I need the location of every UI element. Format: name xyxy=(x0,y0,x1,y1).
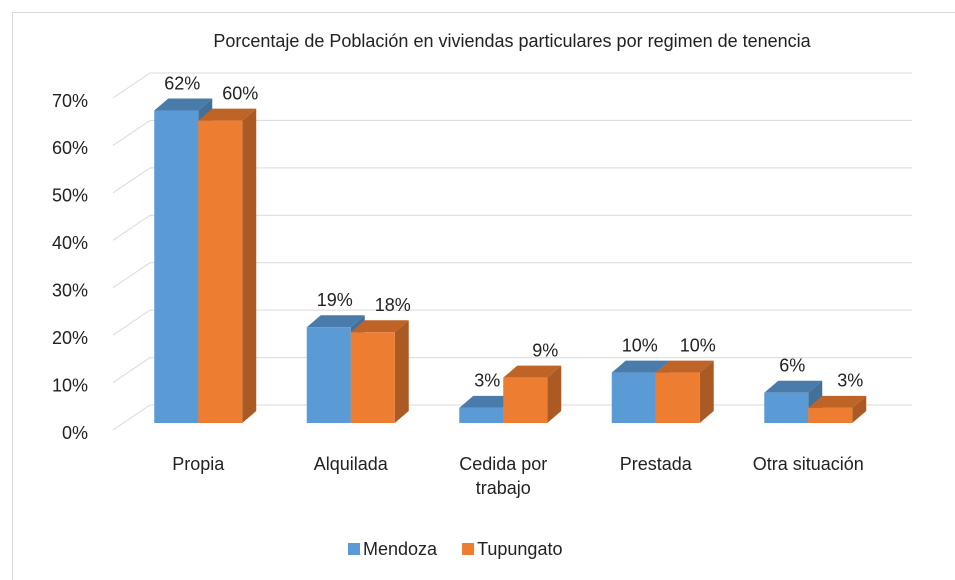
bar-top xyxy=(459,395,518,408)
bar-side xyxy=(699,360,714,423)
bar xyxy=(503,377,548,423)
bar xyxy=(611,372,656,423)
data-label: 9% xyxy=(532,340,558,360)
data-label: 62% xyxy=(164,73,200,93)
bar xyxy=(764,392,809,423)
legend-swatch xyxy=(462,543,475,555)
bar-side xyxy=(852,395,867,423)
data-label: 10% xyxy=(680,335,716,355)
x-tick-label: Prestada xyxy=(619,454,692,474)
y-tick-label: 70% xyxy=(52,91,88,111)
legend-label: Tupungato xyxy=(477,539,562,559)
y-tick-label: 60% xyxy=(52,138,88,158)
chart-title: Porcentaje de Población en viviendas par… xyxy=(213,31,811,51)
grid-line-side xyxy=(112,404,151,431)
bar-top xyxy=(350,320,409,333)
bar-top xyxy=(764,380,823,393)
bar-top xyxy=(611,360,670,373)
bar-side xyxy=(394,320,409,423)
x-tick-label: Propia xyxy=(172,454,225,474)
bar-top xyxy=(306,315,365,328)
bar xyxy=(306,327,351,423)
bar-top xyxy=(198,108,257,121)
y-tick-label: 10% xyxy=(52,375,88,395)
bar-top xyxy=(808,395,867,408)
grid-line-side xyxy=(112,357,151,383)
bar-top xyxy=(503,365,562,378)
data-label: 60% xyxy=(222,83,258,103)
bar xyxy=(350,332,395,423)
x-tick-label: Cedida por trabajo xyxy=(459,454,548,498)
x-tick-label: Alquilada xyxy=(313,454,388,474)
bar-side xyxy=(242,108,257,423)
data-label: 6% xyxy=(779,356,805,376)
y-tick-label: 30% xyxy=(52,280,88,300)
grid-line-side xyxy=(112,167,151,194)
bar xyxy=(198,120,243,423)
bar xyxy=(154,110,199,424)
data-label: 3% xyxy=(837,371,863,391)
grid-line-side xyxy=(112,72,151,99)
bar xyxy=(459,407,504,423)
y-tick-label: 20% xyxy=(52,328,88,348)
bar-side xyxy=(547,365,562,423)
bar xyxy=(808,407,853,423)
chart-border xyxy=(12,12,955,580)
bar-top xyxy=(154,98,213,111)
y-tick-label: 50% xyxy=(52,186,88,206)
y-tick-label: 40% xyxy=(52,233,88,253)
data-label: 10% xyxy=(622,335,658,355)
legend-swatch xyxy=(348,543,360,555)
data-label: 18% xyxy=(375,295,411,315)
bar-top xyxy=(655,360,714,373)
grid-line-side xyxy=(112,120,151,146)
grid-line-side xyxy=(112,309,151,336)
data-label: 3% xyxy=(474,371,500,391)
bar xyxy=(655,372,700,423)
y-tick-label: 0% xyxy=(62,423,88,443)
grid-line-side xyxy=(112,214,151,241)
legend-label: Mendoza xyxy=(363,539,438,559)
grid-line-side xyxy=(112,262,151,289)
data-label: 19% xyxy=(317,290,353,310)
x-tick-label: Otra situación xyxy=(752,454,864,474)
